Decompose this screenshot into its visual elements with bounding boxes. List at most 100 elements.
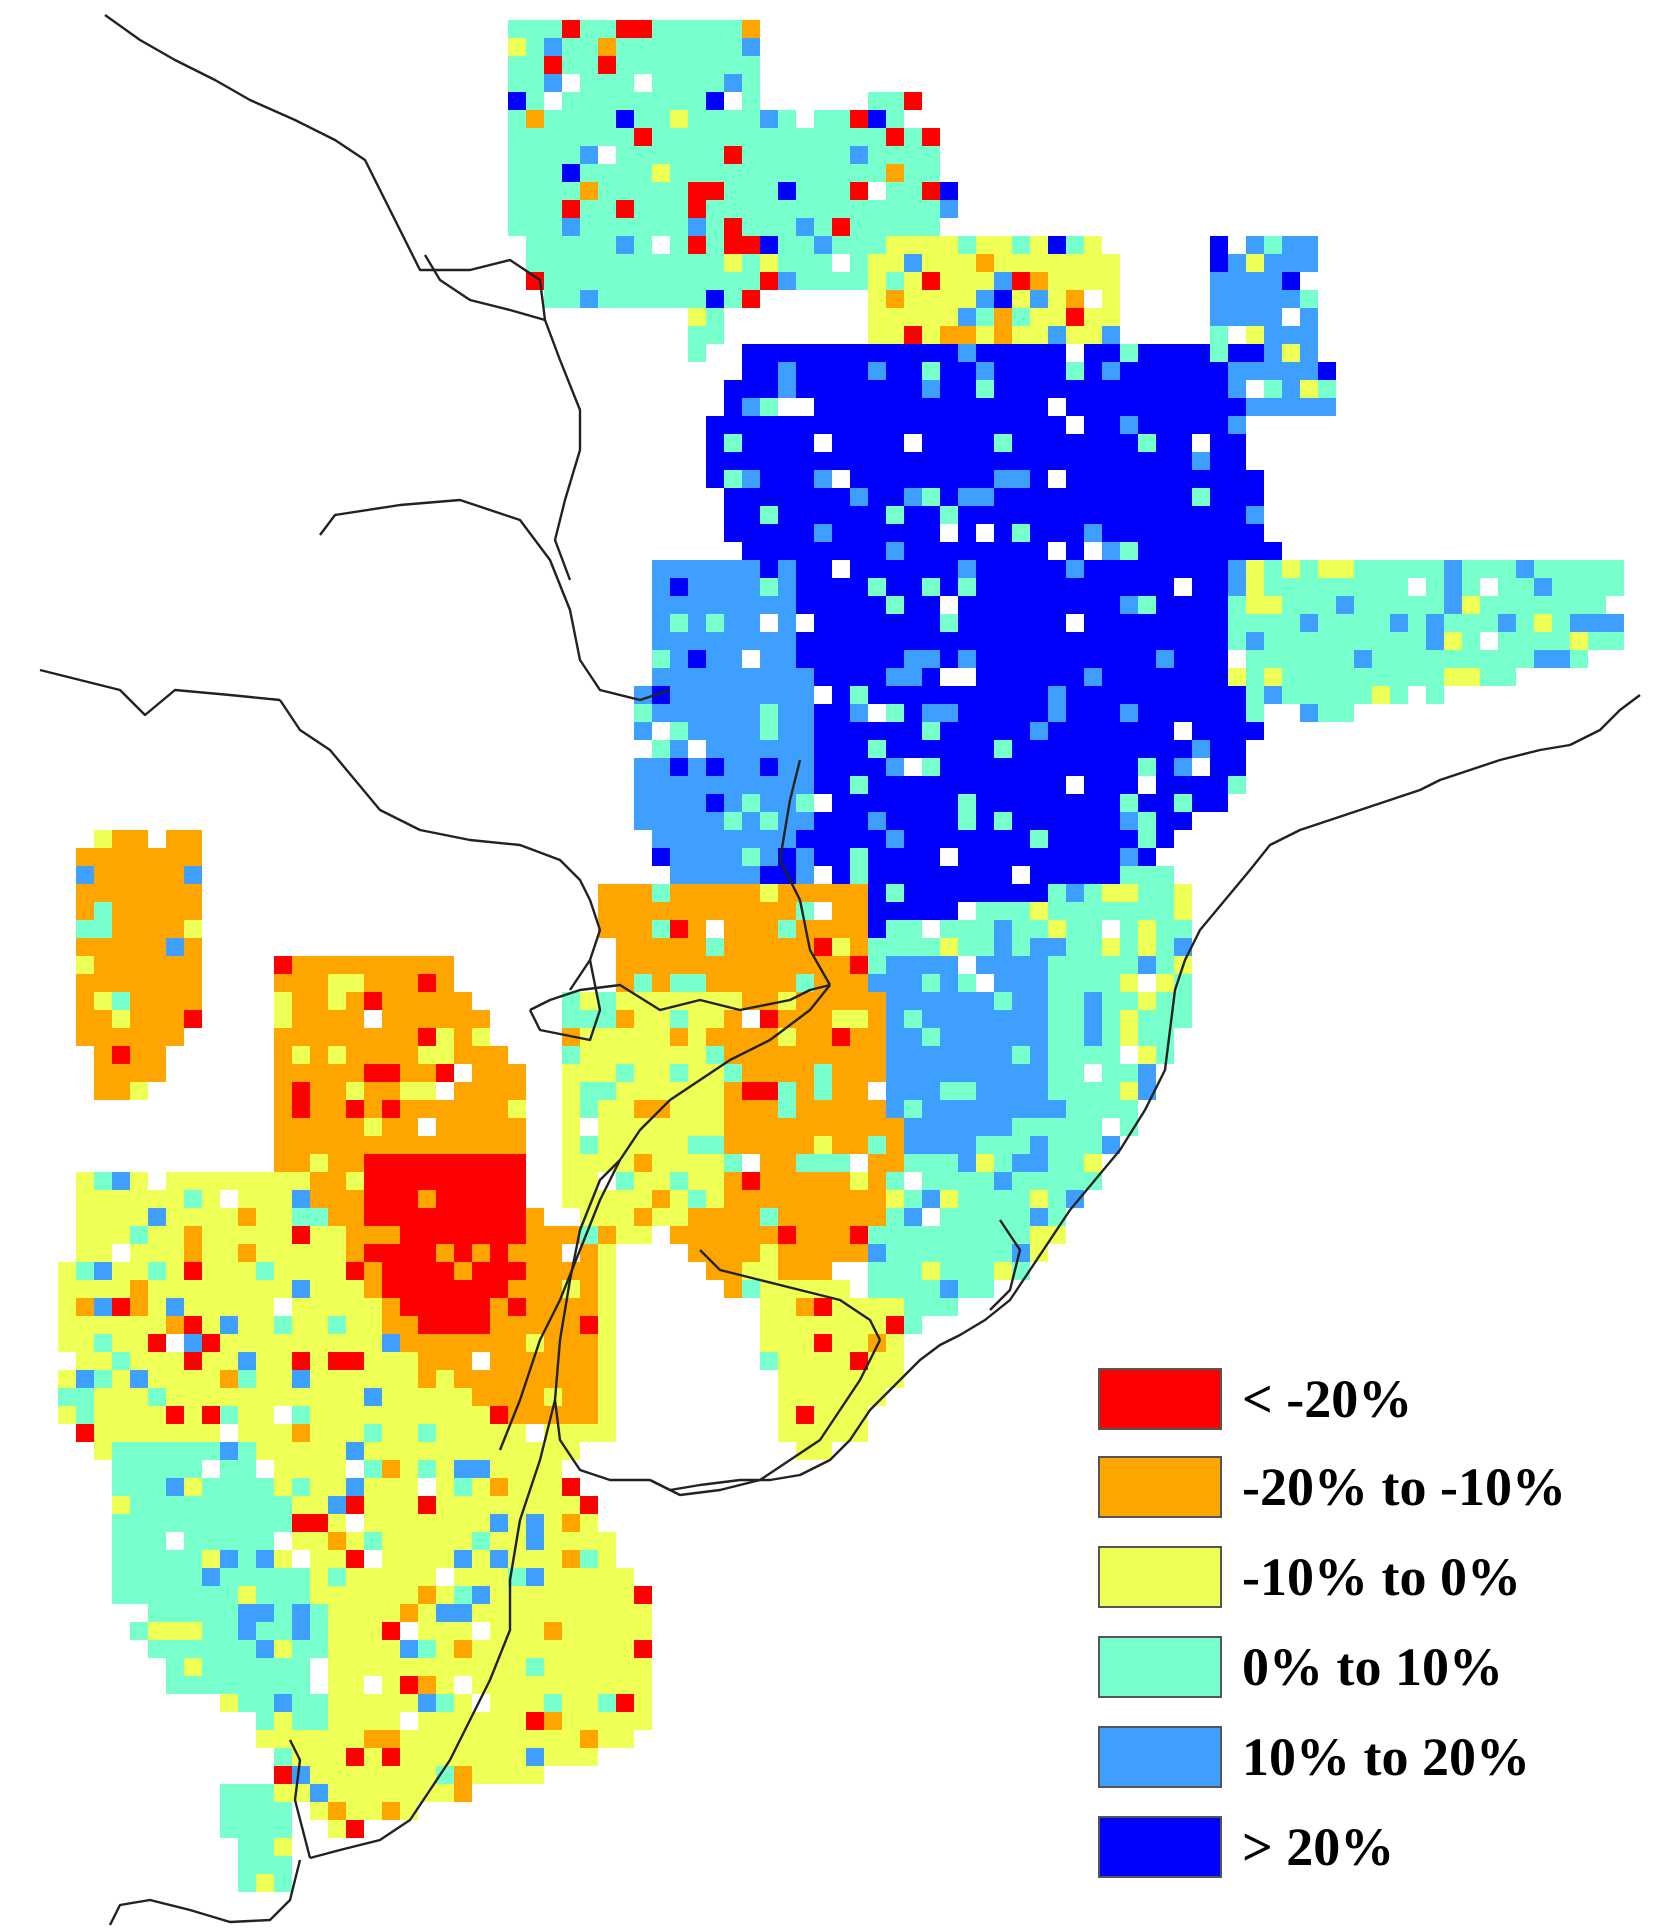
- grid-cell: [634, 290, 652, 308]
- grid-cell: [1156, 902, 1174, 920]
- grid-cell: [526, 1262, 544, 1280]
- grid-cell: [1030, 596, 1048, 614]
- grid-cell: [400, 1406, 418, 1424]
- grid-cell: [526, 1244, 544, 1262]
- grid-cell: [1012, 578, 1030, 596]
- grid-cell: [400, 1676, 418, 1694]
- grid-cell: [778, 1316, 796, 1334]
- grid-cell: [832, 938, 850, 956]
- grid-cell: [544, 1550, 562, 1568]
- grid-cell: [184, 974, 202, 992]
- grid-cell: [616, 1730, 634, 1748]
- grid-cell: [274, 1748, 292, 1766]
- grid-cell: [580, 272, 598, 290]
- grid-cell: [1120, 668, 1138, 686]
- grid-cell: [1030, 1082, 1048, 1100]
- grid-cell: [1156, 650, 1174, 668]
- grid-cell: [112, 920, 130, 938]
- grid-cell: [706, 308, 724, 326]
- grid-cell: [454, 1208, 472, 1226]
- grid-cell: [724, 740, 742, 758]
- grid-cell: [1120, 614, 1138, 632]
- grid-cell: [814, 1388, 832, 1406]
- grid-cell: [994, 992, 1012, 1010]
- grid-cell: [634, 236, 652, 254]
- grid-cell: [850, 1298, 868, 1316]
- grid-cell: [1030, 812, 1048, 830]
- grid-cell: [544, 1622, 562, 1640]
- grid-cell: [814, 146, 832, 164]
- grid-cell: [1246, 560, 1264, 578]
- grid-cell: [1174, 470, 1192, 488]
- grid-cell: [328, 1208, 346, 1226]
- grid-cell: [904, 1154, 922, 1172]
- grid-cell: [580, 1424, 598, 1442]
- grid-cell: [454, 1280, 472, 1298]
- grid-cell: [202, 1370, 220, 1388]
- grid-cell: [1228, 704, 1246, 722]
- grid-cell: [166, 1226, 184, 1244]
- grid-cell: [670, 236, 688, 254]
- grid-cell: [400, 1784, 418, 1802]
- grid-cell: [148, 992, 166, 1010]
- grid-cell: [580, 1604, 598, 1622]
- grid-cell: [868, 380, 886, 398]
- grid-cell: [1210, 668, 1228, 686]
- grid-cell: [994, 1244, 1012, 1262]
- grid-cell: [1012, 722, 1030, 740]
- grid-cell: [1228, 614, 1246, 632]
- grid-cell: [598, 1226, 616, 1244]
- grid-cell: [364, 1766, 382, 1784]
- grid-cell: [850, 218, 868, 236]
- grid-cell: [814, 1100, 832, 1118]
- grid-cell: [256, 1784, 274, 1802]
- grid-cell: [904, 1262, 922, 1280]
- grid-cell: [1174, 992, 1192, 1010]
- grid-cell: [1228, 506, 1246, 524]
- grid-cell: [274, 1046, 292, 1064]
- grid-cell: [292, 1640, 310, 1658]
- grid-cell: [454, 1784, 472, 1802]
- grid-cell: [1084, 344, 1102, 362]
- grid-cell: [796, 272, 814, 290]
- grid-cell: [562, 56, 580, 74]
- grid-cell: [490, 1478, 508, 1496]
- grid-cell: [490, 1136, 508, 1154]
- grid-cell: [814, 470, 832, 488]
- grid-cell: [1120, 1118, 1138, 1136]
- grid-cell: [886, 794, 904, 812]
- grid-cell: [1156, 416, 1174, 434]
- grid-cell: [760, 902, 778, 920]
- grid-cell: [706, 740, 724, 758]
- grid-cell: [328, 1658, 346, 1676]
- grid-cell: [76, 1298, 94, 1316]
- grid-cell: [652, 1208, 670, 1226]
- grid-cell: [238, 1496, 256, 1514]
- grid-cell: [940, 938, 958, 956]
- grid-cell: [1030, 884, 1048, 902]
- grid-cell: [670, 218, 688, 236]
- grid-cell: [544, 1604, 562, 1622]
- grid-cell: [1030, 776, 1048, 794]
- grid-cell: [886, 326, 904, 344]
- grid-cell: [1048, 596, 1066, 614]
- grid-cell: [886, 128, 904, 146]
- grid-cell: [1102, 686, 1120, 704]
- grid-cell: [922, 146, 940, 164]
- grid-cell: [940, 236, 958, 254]
- grid-cell: [292, 1514, 310, 1532]
- grid-cell: [562, 1154, 580, 1172]
- grid-cell: [382, 1730, 400, 1748]
- grid-cell: [1030, 1100, 1048, 1118]
- grid-cell: [130, 1280, 148, 1298]
- grid-cell: [742, 200, 760, 218]
- grid-cell: [1012, 812, 1030, 830]
- grid-cell: [796, 524, 814, 542]
- grid-cell: [1138, 380, 1156, 398]
- grid-cell: [976, 686, 994, 704]
- grid-cell: [184, 866, 202, 884]
- grid-cell: [958, 1046, 976, 1064]
- grid-cell: [130, 956, 148, 974]
- grid-cell: [778, 1262, 796, 1280]
- grid-cell: [1138, 758, 1156, 776]
